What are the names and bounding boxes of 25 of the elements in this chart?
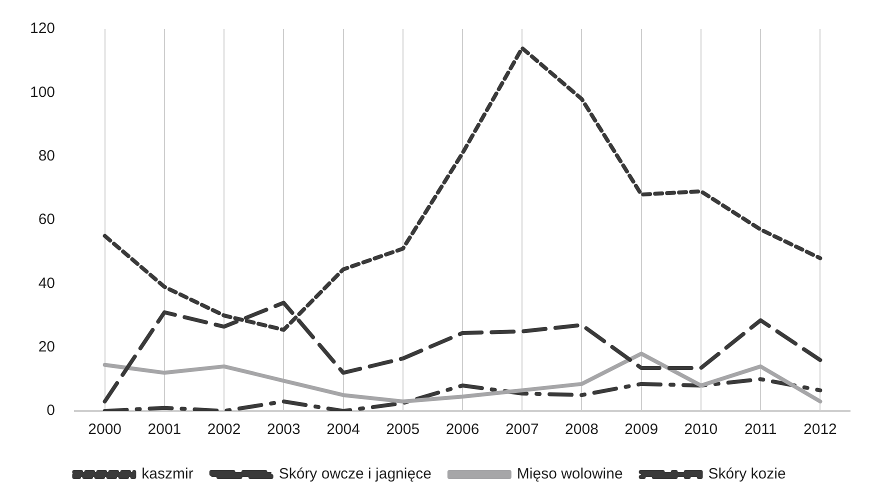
y-tick-label: 80: [38, 147, 56, 164]
x-tick-label: 2010: [684, 421, 718, 438]
y-tick-label: 40: [38, 274, 56, 292]
y-tick-label: 120: [30, 20, 56, 38]
x-tick-label: 2001: [148, 421, 182, 438]
x-tick-label: 2012: [804, 421, 837, 438]
x-tick-label: 2004: [326, 421, 360, 438]
x-tick-label: 2006: [446, 421, 480, 438]
legend-label: Skóry kozie: [708, 466, 786, 483]
y-tick-label: 60: [38, 211, 56, 228]
x-tick-label: 2008: [565, 421, 598, 438]
y-tick-label: 100: [30, 84, 56, 101]
x-tick-label: 2009: [624, 421, 658, 438]
legend-label: Mięso wolowine: [516, 466, 623, 483]
line-series: [102, 377, 822, 411]
x-tick-label: 2011: [744, 421, 777, 438]
x-tick-label: 2002: [207, 421, 241, 438]
legend-label: Skóry owcze i jagnięce: [278, 466, 432, 483]
y-tick-label: 0: [46, 402, 56, 420]
legend-label: kaszmir: [142, 466, 194, 483]
x-tick-label: 2003: [266, 421, 300, 438]
x-tick-label: 2007: [505, 421, 539, 438]
x-tick-label: 2000: [88, 421, 122, 438]
x-tick-label: 2005: [386, 421, 420, 438]
y-tick-label: 20: [38, 338, 56, 356]
